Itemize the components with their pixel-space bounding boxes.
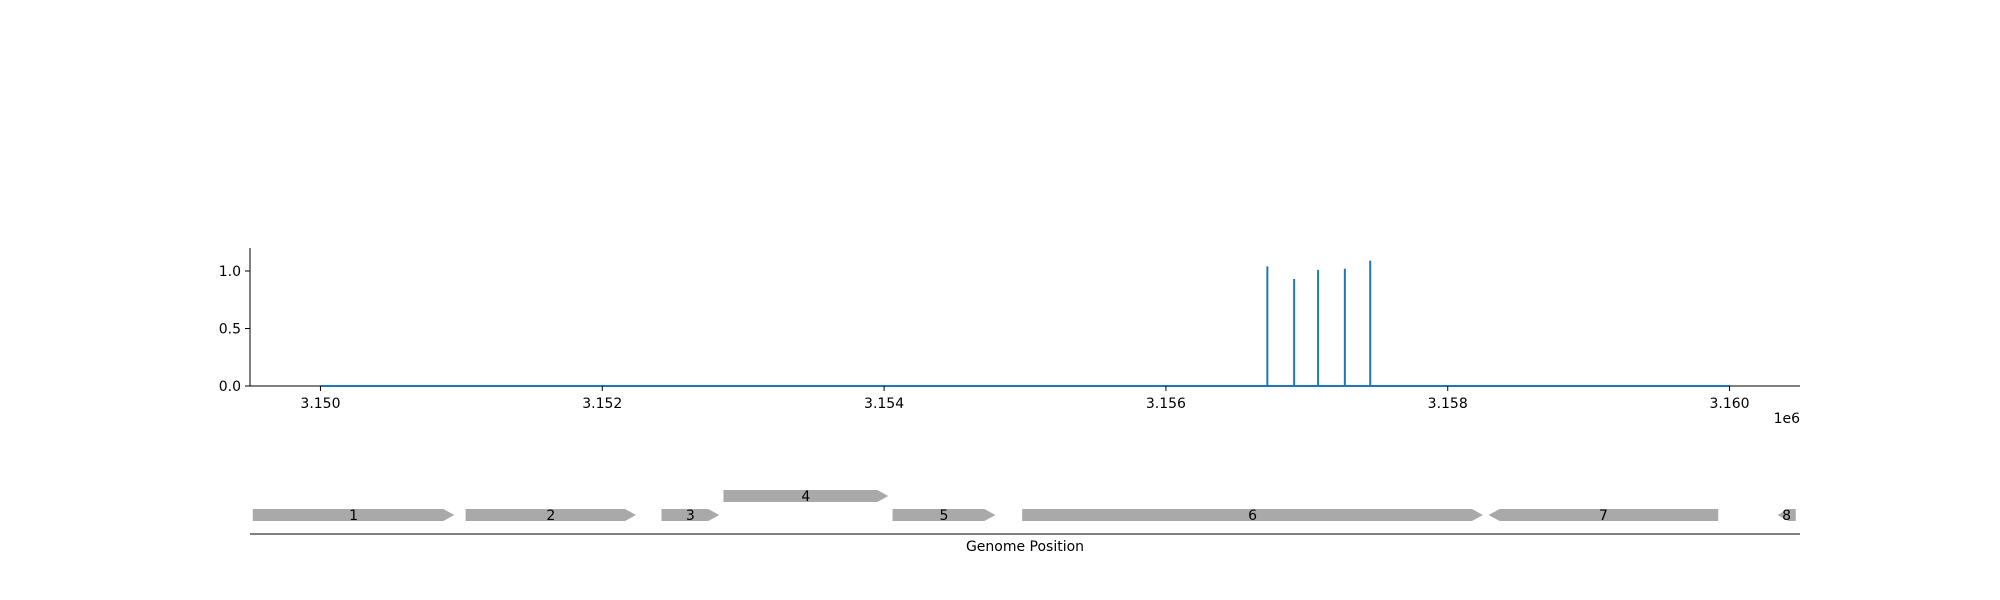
gene-arrow bbox=[892, 509, 996, 521]
gene-label: 4 bbox=[801, 489, 810, 505]
plot-marks bbox=[320, 260, 1730, 387]
gene-label: 6 bbox=[1248, 508, 1257, 524]
y-tick-label: 0.5 bbox=[219, 322, 241, 338]
x-offset-label: 1e6 bbox=[1774, 411, 1801, 427]
gene-arrow bbox=[1777, 509, 1796, 521]
coverage-plot: 3.150 3.152 3.154 3.156 3.158 3.160 0.0 0.5 1.0… bbox=[219, 248, 1800, 427]
genes: 1 2 3 4 5 6 7 8 bbox=[252, 489, 1796, 524]
gene-arrow bbox=[661, 509, 720, 521]
x-tick-label: 3.158 bbox=[1428, 396, 1468, 412]
gene-arrow bbox=[252, 509, 455, 521]
x-tick-label: 3.150 bbox=[300, 396, 340, 412]
gene-label: 3 bbox=[686, 508, 695, 524]
x-ticks: 3.150 3.152 3.154 3.156 3.158 3.160 bbox=[300, 386, 1750, 412]
gene-label: 8 bbox=[1782, 508, 1791, 524]
gene-label: 5 bbox=[940, 508, 949, 524]
gene-label: 1 bbox=[349, 508, 358, 524]
y-ticks: 0.0 0.5 1.0 bbox=[219, 264, 250, 395]
gene-label: 2 bbox=[546, 508, 555, 524]
x-tick-label: 3.152 bbox=[582, 396, 622, 412]
x-tick-label: 3.154 bbox=[864, 396, 904, 412]
gene-label: 7 bbox=[1599, 508, 1608, 524]
gene-arrow bbox=[465, 509, 637, 521]
gene-arrow bbox=[1488, 509, 1719, 521]
gene-arrow bbox=[723, 490, 889, 502]
gene-arrow bbox=[1022, 509, 1483, 521]
gene-track: 1 2 3 4 5 6 7 8 Genome Position bbox=[250, 489, 1800, 555]
x-tick-label: 3.156 bbox=[1146, 396, 1186, 412]
gene-track-xlabel: Genome Position bbox=[966, 539, 1084, 555]
y-tick-label: 1.0 bbox=[219, 264, 241, 280]
x-tick-label: 3.160 bbox=[1709, 396, 1749, 412]
y-tick-label: 0.0 bbox=[219, 379, 241, 395]
